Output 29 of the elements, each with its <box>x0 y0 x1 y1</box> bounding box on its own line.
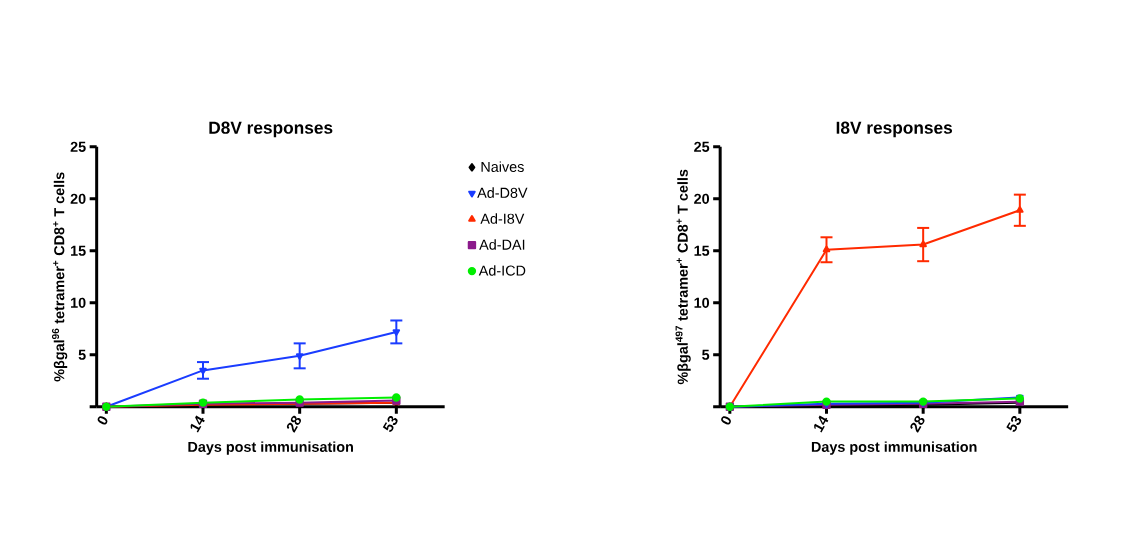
y-tick-label: 10 <box>71 297 86 308</box>
y-tick-label: 10 <box>694 297 710 308</box>
chart-title: I8V responses <box>836 121 953 138</box>
x-tick-label: 28 <box>910 415 925 433</box>
y-tick-label: 25 <box>70 141 86 152</box>
legend-label: Ad-DAI <box>479 239 525 250</box>
legend-label: Naives <box>481 161 524 172</box>
x-tick-label: 28 <box>286 415 301 433</box>
y-tick-label: 25 <box>694 141 710 152</box>
y-tick-label: 5 <box>702 349 710 360</box>
legend-label: Ad-D8V <box>477 187 528 198</box>
legend-label: Ad-ICD <box>478 265 526 276</box>
legend-label: Ad-I8V <box>480 213 525 224</box>
y-tick-label: 5 <box>78 349 86 360</box>
y-tick-label: 20 <box>70 193 86 204</box>
x-axis-title: Days post immunisation <box>188 441 353 455</box>
x-tick-label: 14 <box>190 415 205 433</box>
x-tick-label: 53 <box>1006 415 1022 432</box>
x-tick-label: 0 <box>721 416 731 425</box>
chart-title: D8V responses <box>209 121 333 138</box>
y-axis-title: %βgal$^{96}$ tetramer$^{+}$ CD8$^{+}$ T cells <box>52 172 68 382</box>
y-tick-label: 15 <box>71 245 86 256</box>
y-tick-label: 20 <box>694 193 710 204</box>
y-tick-label: 15 <box>694 245 710 256</box>
x-tick-label: 14 <box>814 415 829 433</box>
x-axis-title: Days post immunisation <box>811 441 977 455</box>
x-tick-label: 53 <box>382 415 398 432</box>
y-axis-title: %βgal$^{497}$ tetramer$^{+}$ CD8$^{+}$ T cells <box>675 169 691 385</box>
x-tick-label: 0 <box>97 416 108 425</box>
